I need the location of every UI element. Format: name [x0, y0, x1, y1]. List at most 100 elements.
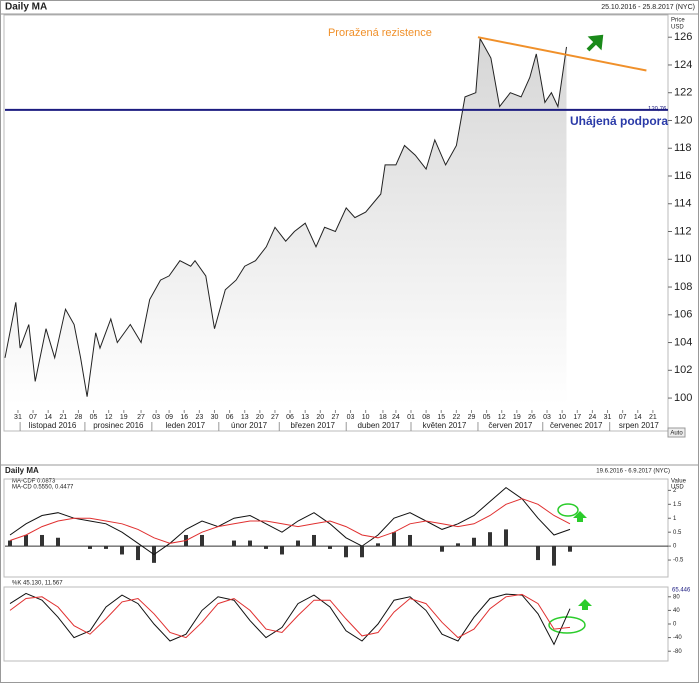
- y-tick-label: -0.5: [673, 558, 684, 564]
- x-tick-label: 06: [286, 414, 294, 421]
- x-tick-label: 28: [75, 414, 83, 421]
- x-tick-label: 16: [180, 414, 188, 421]
- x-tick-label: 09: [165, 414, 173, 421]
- x-tick-label: 29: [468, 414, 476, 421]
- y-tick-label: 114: [674, 198, 692, 210]
- x-tick-label: 19: [513, 414, 521, 421]
- x-tick-label: 21: [649, 414, 657, 421]
- x-tick-label: 26: [528, 414, 536, 421]
- x-tick-label: 31: [604, 414, 612, 421]
- histogram-bar: [88, 546, 92, 549]
- x-tick-label: 15: [437, 414, 445, 421]
- histogram-bar: [568, 546, 572, 552]
- histogram-bar: [296, 540, 300, 547]
- date-range: 25.10.2016 - 25.8.2017 (NYC): [601, 4, 695, 11]
- histogram-bar: [8, 540, 12, 547]
- histogram-bar: [232, 540, 236, 547]
- histogram-bar: [312, 534, 316, 547]
- histogram-bar: [552, 546, 556, 566]
- histogram-bar: [440, 546, 444, 552]
- x-tick-label: 12: [105, 414, 113, 421]
- histogram-bar: [504, 529, 508, 547]
- month-label: květen 2017: [423, 421, 467, 430]
- up-arrow: [573, 511, 587, 522]
- x-tick-label: 03: [543, 414, 551, 421]
- x-tick-label: 24: [392, 414, 400, 421]
- x-tick-label: 10: [558, 414, 566, 421]
- x-tick-label: 27: [137, 414, 145, 421]
- y-tick-label: 122: [674, 87, 692, 99]
- up-arrow: [586, 34, 604, 52]
- x-tick-label: 03: [152, 414, 160, 421]
- histogram-bar: [456, 543, 460, 547]
- x-tick-label: 17: [573, 414, 581, 421]
- x-tick-label: 13: [241, 414, 249, 421]
- x-tick-label: 20: [316, 414, 324, 421]
- y-tick-label: 100: [674, 392, 692, 404]
- main-plot-frame: [3, 14, 669, 432]
- histogram-bar: [280, 546, 284, 555]
- histogram-bar: [472, 537, 476, 547]
- x-tick-label: 01: [407, 414, 415, 421]
- legend-entry: MA-CDF 0.0873: [12, 479, 56, 485]
- y-tick-label: 120: [674, 114, 692, 126]
- x-tick-label: 31: [14, 414, 22, 421]
- histogram-bar: [104, 546, 108, 549]
- y-tick-label: 1.5: [673, 502, 682, 508]
- month-label: srpen 2017: [619, 421, 660, 430]
- auto-button[interactable]: [667, 427, 686, 438]
- y-tick-label: 112: [674, 225, 692, 237]
- month-label: červenec 2017: [550, 421, 603, 430]
- indicator-line: [9, 498, 571, 544]
- y-tick-label: 0: [673, 622, 677, 628]
- month-label: listopad 2016: [29, 421, 77, 430]
- x-tick-label: 05: [90, 414, 98, 421]
- y-tick-label: -40: [673, 635, 682, 641]
- panel-title: Daily MA: [5, 466, 39, 475]
- histogram-bar: [264, 546, 268, 549]
- x-tick-label: 27: [271, 414, 279, 421]
- x-tick-label: 22: [452, 414, 460, 421]
- y-tick-label: 106: [674, 309, 692, 321]
- histogram-bar: [392, 532, 396, 547]
- price-area: [5, 38, 567, 405]
- x-tick-label: 05: [483, 414, 491, 421]
- histogram-bar: [200, 534, 204, 547]
- x-tick-label: 21: [59, 414, 67, 421]
- y-tick-label: 116: [674, 170, 692, 182]
- month-label: duben 2017: [357, 421, 400, 430]
- x-tick-label: 23: [195, 414, 203, 421]
- month-label: březen 2017: [291, 421, 336, 430]
- highlight-circle: [557, 503, 579, 517]
- histogram-bar: [40, 534, 44, 547]
- panel-y-unit: USD: [671, 485, 684, 491]
- histogram-bar: [136, 546, 140, 561]
- x-tick-label: 06: [226, 414, 234, 421]
- panel-date-range: 19.6.2016 - 6.9.2017 (NYC): [596, 469, 670, 475]
- y-tick-label: 102: [674, 364, 692, 376]
- histogram-bar: [56, 537, 60, 547]
- y-tick-label: 80: [673, 594, 680, 600]
- y-tick-label: 110: [674, 253, 692, 265]
- x-tick-label: 12: [498, 414, 506, 421]
- x-tick-label: 10: [362, 414, 370, 421]
- month-label: leden 2017: [166, 421, 206, 430]
- x-tick-label: 13: [301, 414, 309, 421]
- x-tick-label: 19: [120, 414, 128, 421]
- auto-button-label[interactable]: Auto: [670, 431, 683, 437]
- x-tick-label: 27: [332, 414, 340, 421]
- histogram-bar: [328, 546, 332, 549]
- histogram-bar: [376, 543, 380, 547]
- histogram-bar: [120, 546, 124, 555]
- indicator-line: [9, 486, 571, 556]
- last-value-label: 65.446: [672, 588, 691, 594]
- x-tick-label: 24: [589, 414, 597, 421]
- price-line: [4, 36, 567, 397]
- x-tick-label: 20: [256, 414, 264, 421]
- support-label: Uhájená podpora: [570, 114, 668, 128]
- histogram-bar: [360, 546, 364, 558]
- x-tick-label: 03: [347, 414, 355, 421]
- y-tick-label: 1: [673, 516, 677, 522]
- y-tick-label: 2: [673, 488, 677, 494]
- indicator-line: [9, 592, 571, 646]
